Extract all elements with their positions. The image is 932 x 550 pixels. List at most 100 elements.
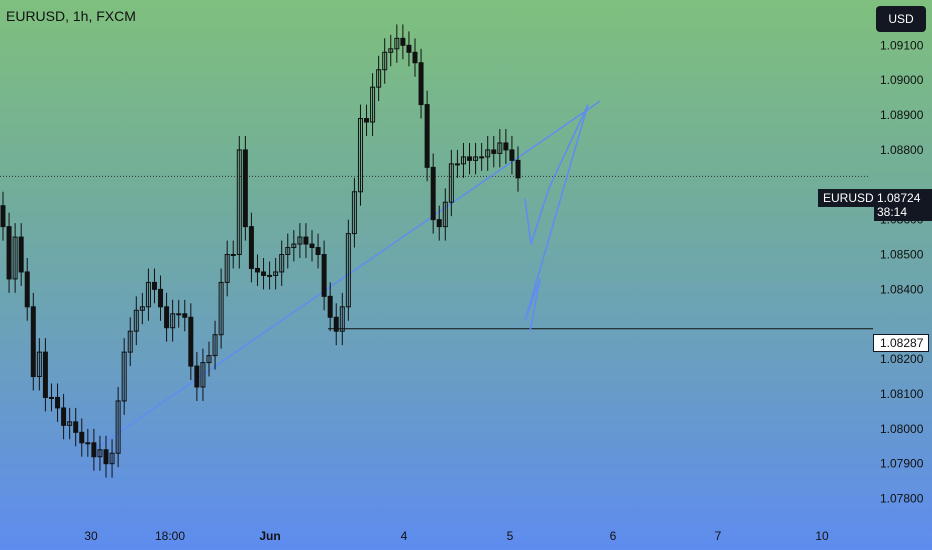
y-tick-label: 1.07800 [880, 492, 924, 506]
candle-body [254, 267, 260, 273]
candle-body [491, 149, 497, 154]
candle-body [194, 365, 200, 388]
candle-body [394, 37, 400, 50]
candle-body [430, 166, 436, 221]
candle-body [460, 156, 466, 165]
candle-body [188, 316, 194, 367]
candle-body [18, 236, 24, 273]
currency-button[interactable]: USD [876, 6, 926, 32]
candle-body [103, 449, 109, 465]
candle-body [236, 149, 242, 256]
candle-body [267, 274, 273, 277]
projection-path[interactable] [524, 104, 589, 332]
candle-body [497, 142, 503, 154]
last-price-value: 1.08724 [877, 191, 921, 205]
y-tick-label: 1.08400 [880, 282, 924, 296]
candle-body [448, 163, 454, 203]
countdown-value: 38:14 [877, 205, 908, 219]
candle-body [309, 243, 315, 249]
candle-body [327, 295, 333, 318]
candle-body [261, 271, 267, 276]
candle-body [55, 396, 61, 409]
candle-body [224, 254, 230, 283]
candle-body [515, 159, 521, 179]
candle-body [42, 351, 48, 398]
time-axis[interactable]: 30 18:00 Jun 4 5 6 7 10 [84, 529, 829, 543]
x-tick-label: 5 [507, 529, 514, 543]
candle-body [351, 191, 357, 235]
candle-body [158, 288, 164, 308]
candle-body [85, 442, 91, 445]
candle-body [424, 104, 430, 168]
candle-body [485, 149, 491, 158]
candle-body [357, 118, 363, 193]
candle-body [406, 44, 412, 53]
candle-body [200, 362, 206, 388]
candle-body [91, 442, 97, 458]
candle-body [291, 243, 297, 249]
candle-body [48, 396, 54, 399]
candle-body [176, 313, 182, 316]
candle-body [133, 309, 139, 332]
candle-body [339, 306, 345, 332]
candle-body [151, 281, 157, 290]
candle-body [509, 149, 515, 161]
candle-body [206, 355, 212, 364]
y-tick-label: 1.08900 [880, 108, 924, 122]
candle-body [73, 421, 79, 433]
candle-body [182, 313, 188, 318]
price-axis[interactable]: 1.07800 1.07900 1.08000 1.08100 1.08200 1.084… [880, 3, 924, 505]
candle-body [79, 431, 85, 444]
y-tick-label: 1.07900 [880, 457, 924, 471]
candle-body [139, 306, 145, 311]
candle-body [0, 205, 6, 228]
y-tick-label: 1.08200 [880, 352, 924, 366]
candle-body [285, 247, 291, 256]
candle-body [170, 313, 176, 329]
candlestick-series [0, 24, 521, 478]
x-tick-label: 6 [610, 529, 617, 543]
candle-body [442, 201, 448, 228]
candle-body [303, 236, 309, 245]
x-tick-label: 4 [401, 529, 408, 543]
candle-body [370, 86, 376, 123]
level-price-label: 1.08287 [873, 334, 929, 352]
candle-body [127, 330, 133, 353]
x-tick-label: 18:00 [155, 529, 185, 543]
candle-body [12, 236, 18, 280]
candle-body [97, 449, 103, 458]
last-price-label: 1.08724 38:14 [874, 189, 932, 221]
candle-body [297, 236, 303, 245]
candle-body [418, 62, 424, 106]
symbol-label: EURUSD [818, 189, 879, 207]
candle-body [454, 163, 460, 166]
candle-body [24, 271, 30, 308]
candle-body [6, 226, 12, 280]
candle-body [400, 37, 406, 46]
candle-body [388, 48, 394, 53]
candle-body [279, 254, 285, 273]
candle-body [412, 51, 418, 64]
candle-body [164, 306, 170, 329]
candle-body [376, 69, 382, 88]
candle-body [121, 351, 127, 402]
candle-body [30, 306, 36, 378]
candle-body [218, 281, 224, 336]
candle-body [36, 351, 42, 378]
y-tick-label: 1.08000 [880, 422, 924, 436]
candle-body [273, 271, 279, 276]
x-tick-label: 10 [815, 529, 829, 543]
y-tick-label: 1.08100 [880, 387, 924, 401]
candle-body [61, 407, 67, 426]
candle-body [242, 149, 248, 228]
candle-body [212, 334, 218, 357]
y-tick-label: 1.08500 [880, 248, 924, 262]
candle-body [503, 142, 509, 151]
x-tick-label: 30 [84, 529, 98, 543]
candle-body [333, 316, 339, 332]
candle-body [436, 219, 442, 228]
trend-line[interactable] [93, 100, 601, 451]
candle-body [473, 156, 479, 161]
